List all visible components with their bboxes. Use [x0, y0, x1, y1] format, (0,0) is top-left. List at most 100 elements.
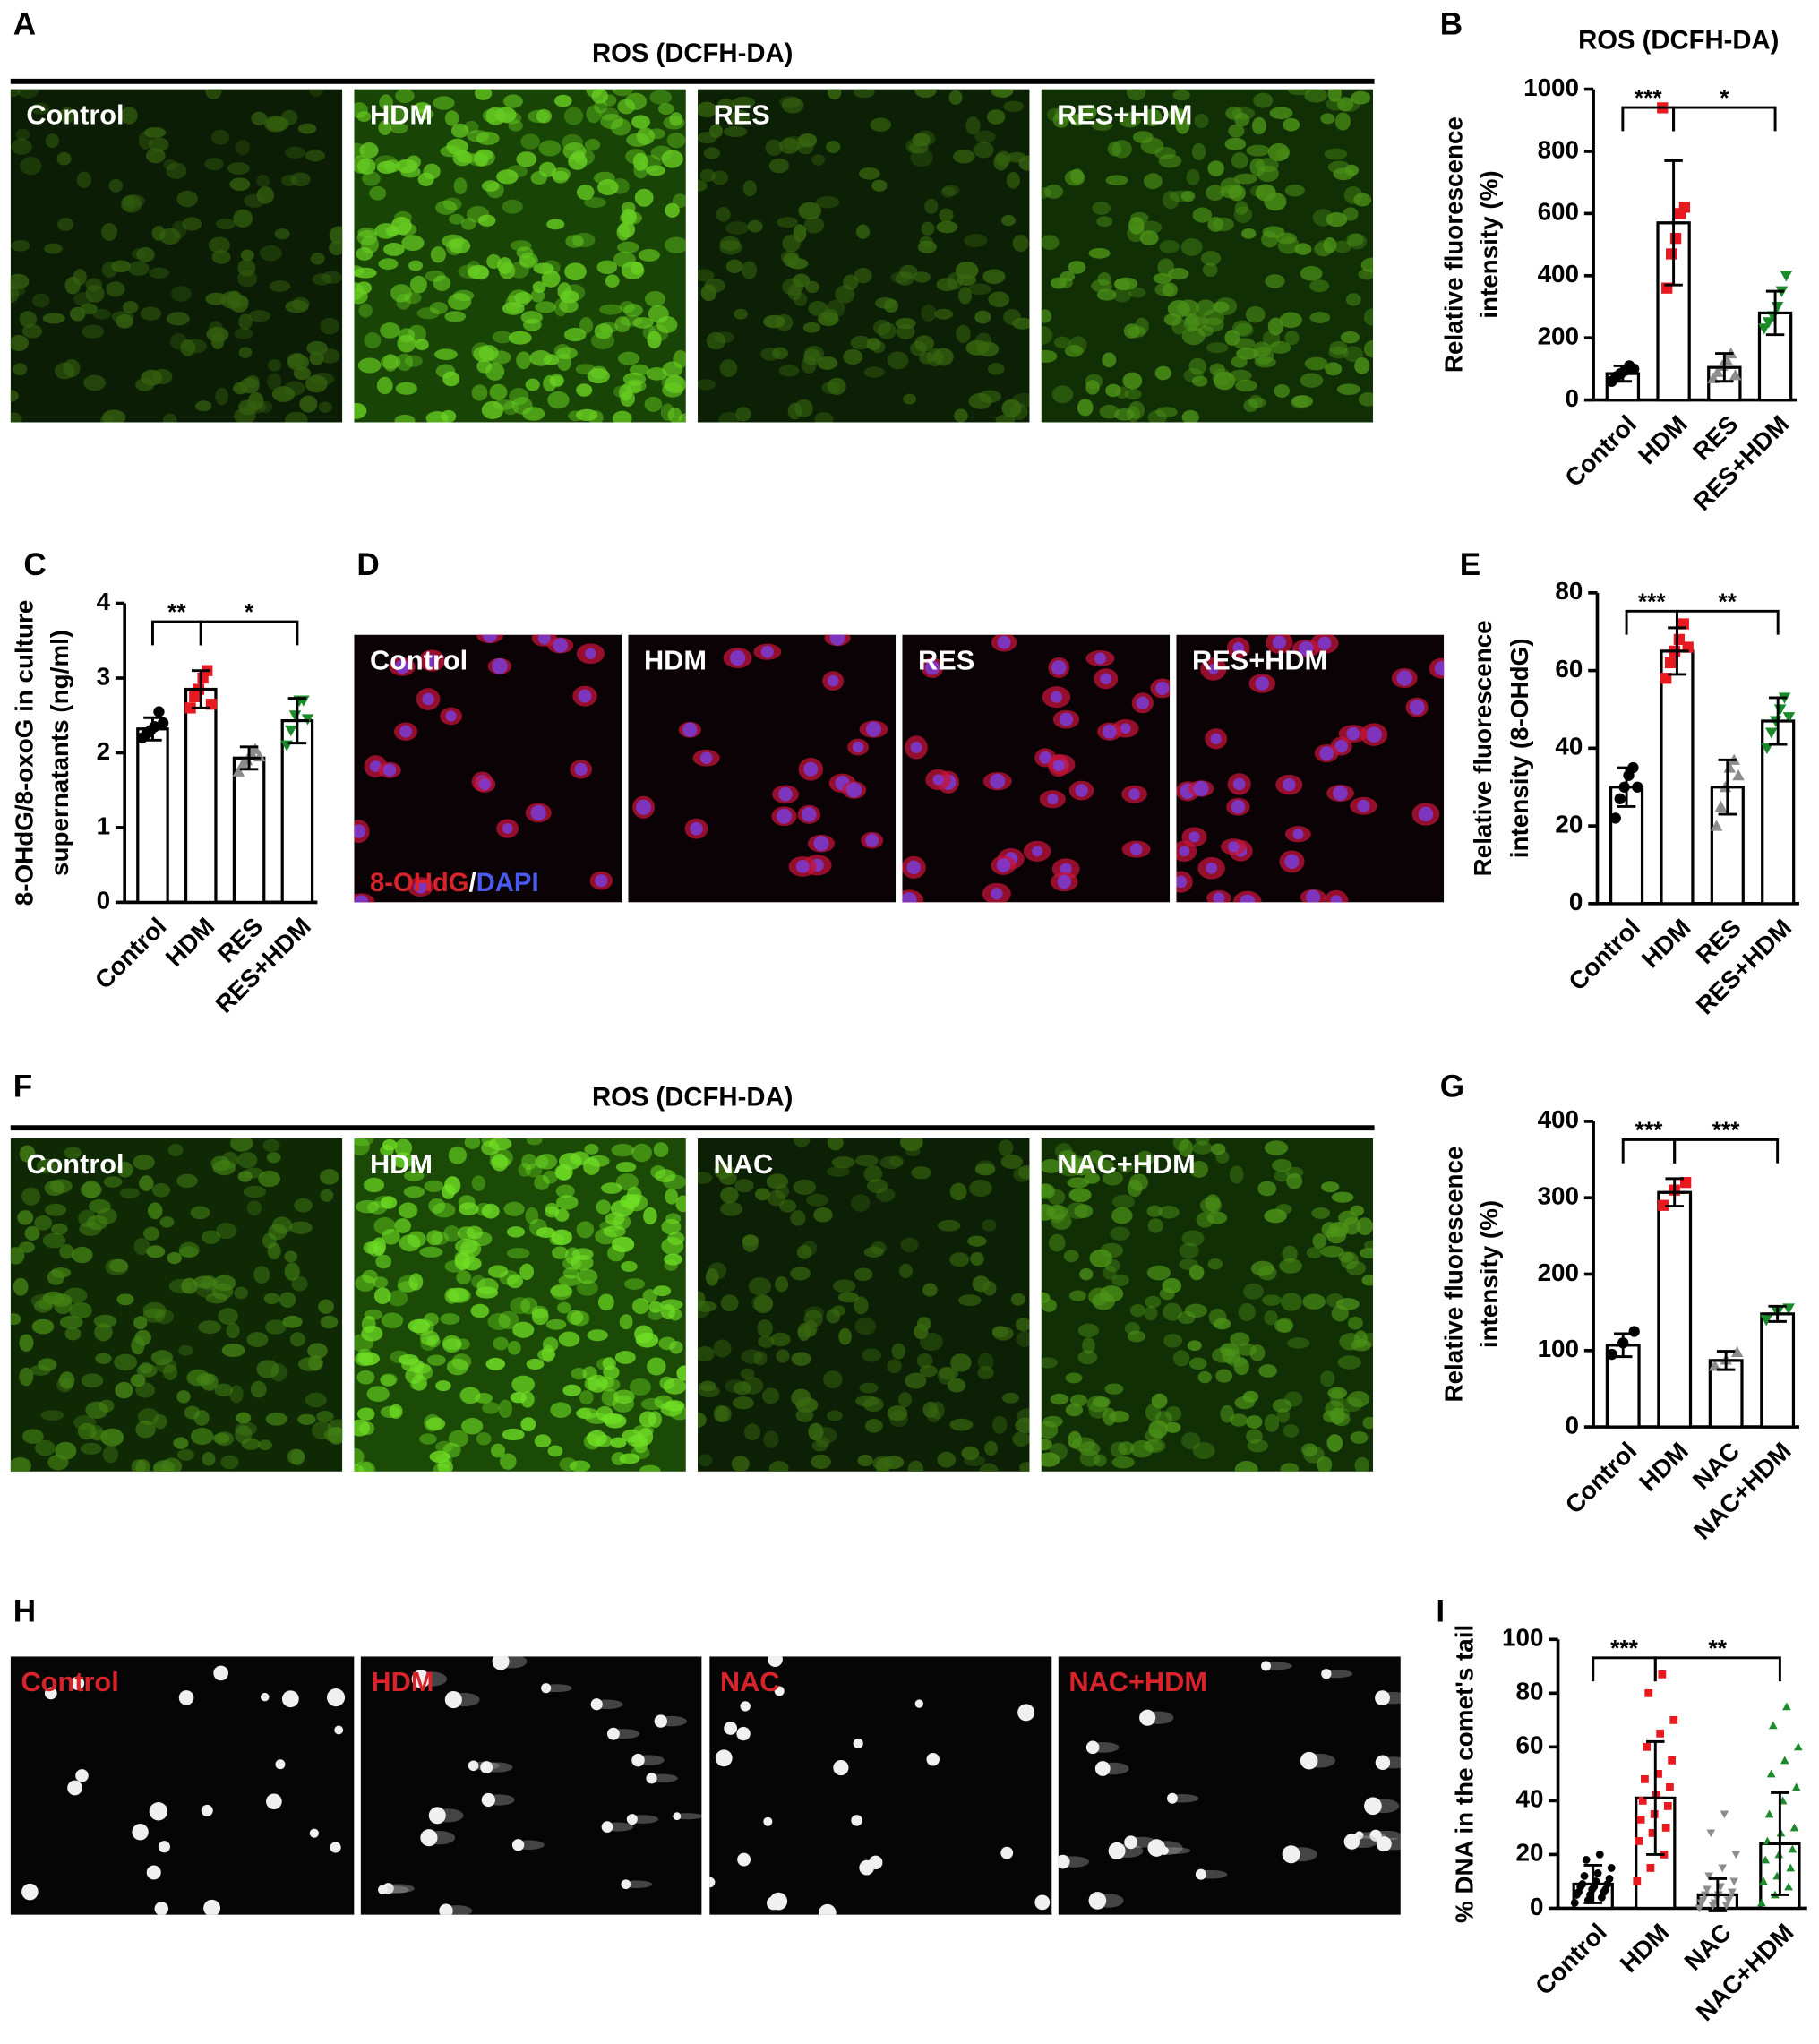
cell — [806, 1193, 828, 1207]
cell — [1206, 1211, 1228, 1224]
cell — [274, 228, 290, 240]
cell — [393, 1152, 415, 1169]
cell — [1226, 1355, 1247, 1367]
cell — [235, 1425, 253, 1444]
cell — [1059, 277, 1073, 288]
cell — [576, 1280, 598, 1296]
cell — [594, 323, 613, 339]
data-point — [1664, 657, 1677, 669]
micrograph — [902, 634, 1171, 903]
cell — [506, 1274, 523, 1289]
cell — [467, 152, 488, 167]
cell — [159, 1216, 175, 1228]
image-background — [1058, 1656, 1401, 1915]
cell — [1231, 356, 1248, 368]
panel-letter: D — [356, 547, 379, 582]
cell — [1251, 116, 1266, 135]
cell — [827, 1410, 843, 1421]
cell — [376, 376, 393, 395]
cell — [444, 1259, 466, 1273]
cell — [1327, 160, 1351, 174]
comet-head — [444, 1690, 462, 1709]
cell — [510, 1297, 531, 1315]
nucleus — [1050, 691, 1063, 703]
cell — [83, 374, 107, 391]
nucleus — [1193, 780, 1209, 796]
significance-label: ** — [167, 598, 186, 625]
comet-head — [715, 1749, 733, 1767]
cell — [137, 1408, 159, 1426]
comet-head — [1369, 1829, 1382, 1842]
cell — [1172, 90, 1190, 101]
cell — [1127, 1179, 1143, 1198]
cell — [629, 1378, 651, 1396]
cell — [979, 1463, 999, 1472]
cell — [1130, 1440, 1154, 1458]
cell — [159, 228, 181, 245]
cell — [596, 1376, 614, 1389]
cell — [730, 109, 751, 126]
data-point — [1607, 1864, 1616, 1872]
cell — [706, 331, 726, 350]
cell — [526, 1358, 545, 1370]
cell — [535, 301, 556, 313]
cell — [1041, 186, 1052, 199]
cell — [1312, 1233, 1326, 1250]
comet-head — [326, 1688, 346, 1707]
nucleus — [865, 833, 879, 847]
nucleus — [1409, 700, 1425, 716]
cell — [496, 169, 519, 185]
cell — [181, 1277, 198, 1294]
cell — [656, 316, 678, 333]
significance-label: * — [245, 598, 254, 625]
cell — [831, 1156, 855, 1169]
cell — [1052, 112, 1070, 128]
comet-head — [1108, 1842, 1126, 1859]
cell — [73, 292, 93, 306]
cell — [1309, 312, 1331, 324]
comet-head — [439, 1903, 453, 1915]
cell — [523, 318, 542, 331]
cell — [19, 1334, 34, 1353]
cell — [536, 108, 552, 124]
comet-head — [768, 1656, 783, 1667]
chart-title: ROS (DCFH-DA) — [1578, 26, 1779, 56]
cell — [768, 158, 789, 174]
cell — [356, 1199, 380, 1214]
nucleus — [425, 654, 439, 667]
cell — [1158, 1206, 1180, 1219]
comet-head — [266, 1793, 282, 1810]
micrograph-content — [1041, 1138, 1374, 1472]
cell — [649, 90, 673, 105]
cell — [661, 1218, 682, 1235]
cell — [1015, 1417, 1030, 1433]
cell — [485, 107, 506, 125]
cell — [381, 1312, 404, 1329]
cell — [763, 1430, 779, 1448]
cell — [877, 322, 897, 339]
cell — [80, 1442, 102, 1455]
data-point — [1759, 1877, 1768, 1885]
cell — [497, 257, 513, 274]
cell — [865, 1418, 883, 1433]
cell — [362, 171, 381, 186]
cell — [237, 259, 256, 277]
cell — [290, 172, 311, 186]
cell — [1327, 1387, 1347, 1399]
data-point — [1761, 743, 1773, 755]
cell — [499, 1270, 519, 1285]
cell — [1321, 1181, 1340, 1193]
nucleus — [1357, 799, 1370, 812]
cell — [863, 1164, 883, 1183]
cell — [1279, 312, 1302, 329]
cell — [958, 286, 973, 305]
cell — [210, 332, 225, 350]
cell — [775, 1276, 789, 1293]
cell — [563, 284, 586, 302]
micrograph — [698, 1138, 1030, 1472]
cell — [498, 1399, 513, 1419]
cell — [747, 219, 763, 233]
cell — [900, 1237, 919, 1252]
cell — [1112, 1194, 1136, 1209]
cell — [359, 142, 379, 159]
